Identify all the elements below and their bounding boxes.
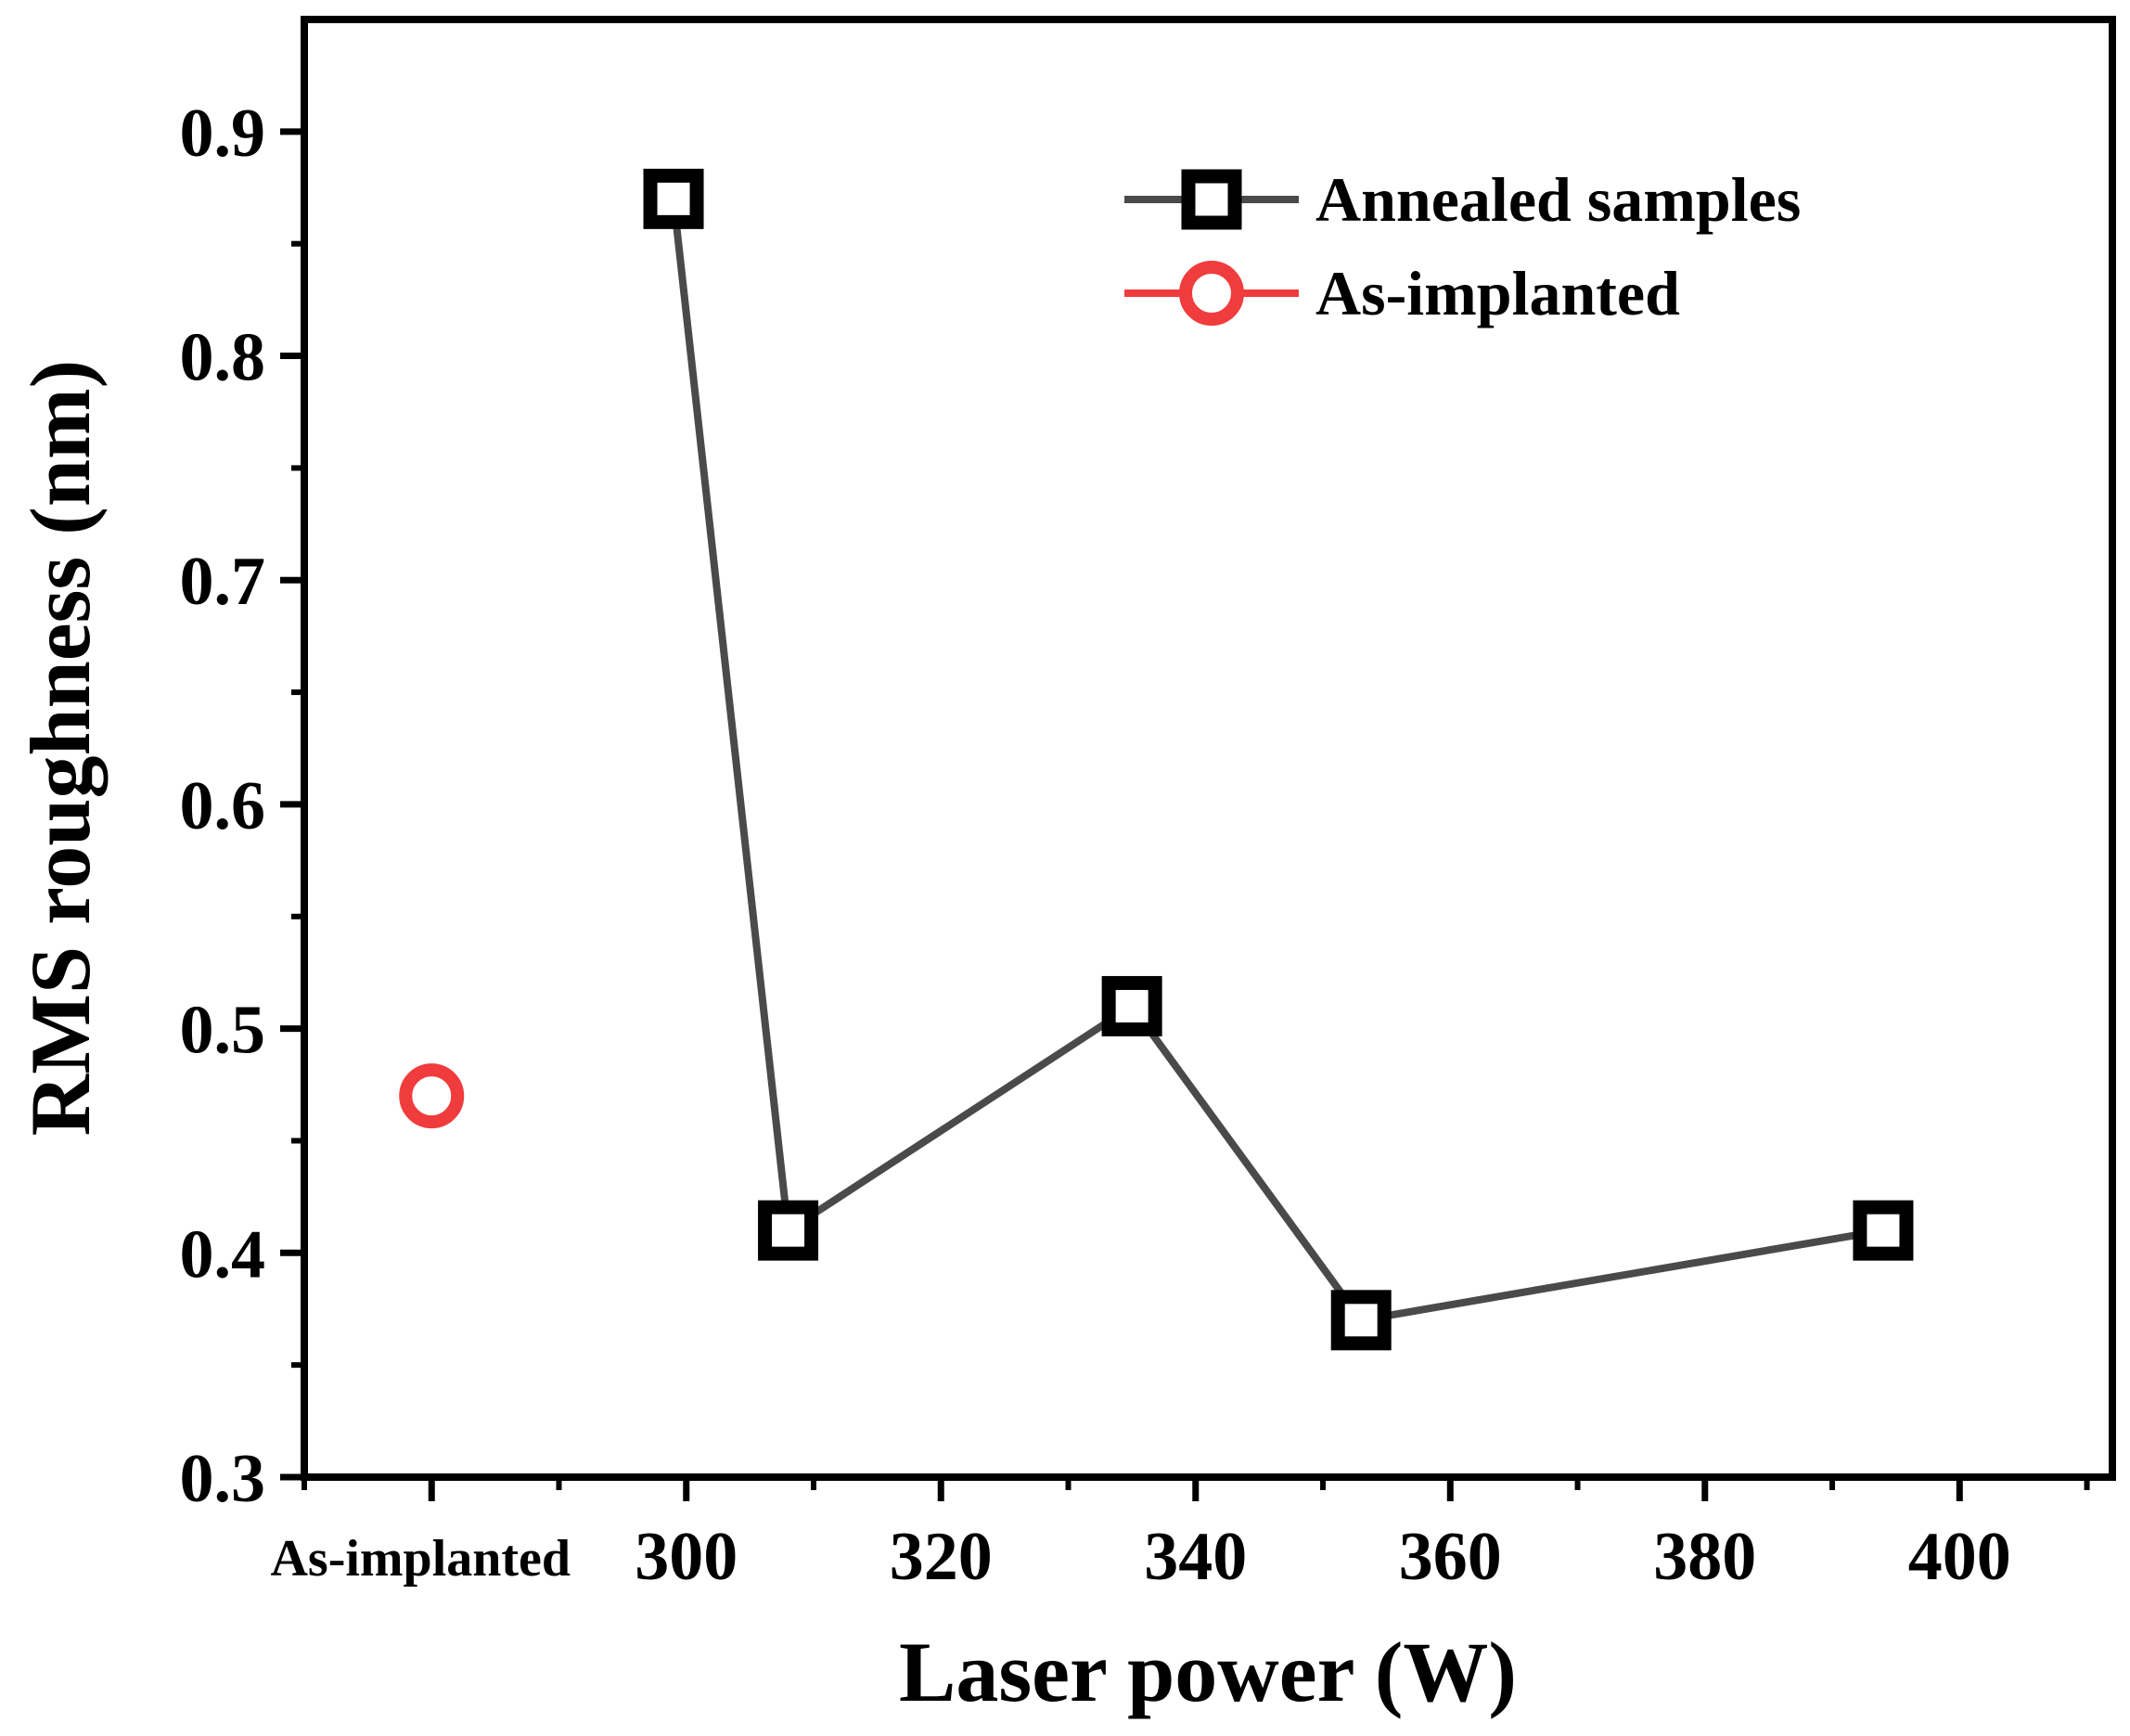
legend-label-as-implanted: As-implanted xyxy=(1315,258,1680,328)
data-point-square xyxy=(1853,1200,1914,1261)
y-tick-label: 0.7 xyxy=(180,544,266,620)
data-point-circle xyxy=(399,1063,465,1129)
series-line-0 xyxy=(670,198,1884,1324)
legend-square-marker xyxy=(1181,169,1242,230)
x-tick-label: 400 xyxy=(1908,1519,2011,1595)
legend-circle-marker xyxy=(1179,261,1244,326)
axis-ticks xyxy=(280,128,2090,1501)
data-point-square xyxy=(643,168,704,229)
data-point-square xyxy=(1101,975,1162,1036)
x-tick-label: 320 xyxy=(890,1519,993,1595)
y-tick-label: 0.6 xyxy=(180,768,266,844)
x-tick-label: 340 xyxy=(1144,1519,1247,1595)
x-tick-label: 380 xyxy=(1653,1519,1756,1595)
y-tick-label: 0.9 xyxy=(180,96,266,172)
data-point-square xyxy=(758,1200,819,1261)
x-tick-label: 300 xyxy=(635,1519,738,1595)
y-tick-label: 0.8 xyxy=(180,320,266,396)
tick-labels: 0.3 0.4 0.5 0.6 0.7 0.8 0.9 300 320 340 360 380 400 A… xyxy=(180,96,2011,1595)
plot-frame xyxy=(301,16,2116,1481)
legend-item-annealed: Annealed samples xyxy=(1124,164,1801,235)
y-tick-label: 0.4 xyxy=(180,1216,266,1292)
y-tick-label: 0.5 xyxy=(180,993,266,1069)
x-axis-title: Laser power (W) xyxy=(899,1625,1517,1719)
legend-label-annealed: Annealed samples xyxy=(1315,164,1801,235)
y-axis-title: RMS roughness (nm) xyxy=(13,360,108,1137)
x-category-label-as-implanted: As-implanted xyxy=(270,1530,571,1588)
x-tick-label: 360 xyxy=(1399,1519,1502,1595)
data-point-square xyxy=(1330,1290,1392,1351)
legend: Annealed samples As-implanted xyxy=(1124,164,1801,328)
y-tick-label: 0.3 xyxy=(180,1441,266,1517)
legend-item-as-implanted: As-implanted xyxy=(1124,258,1680,328)
series-layer xyxy=(399,168,1914,1351)
